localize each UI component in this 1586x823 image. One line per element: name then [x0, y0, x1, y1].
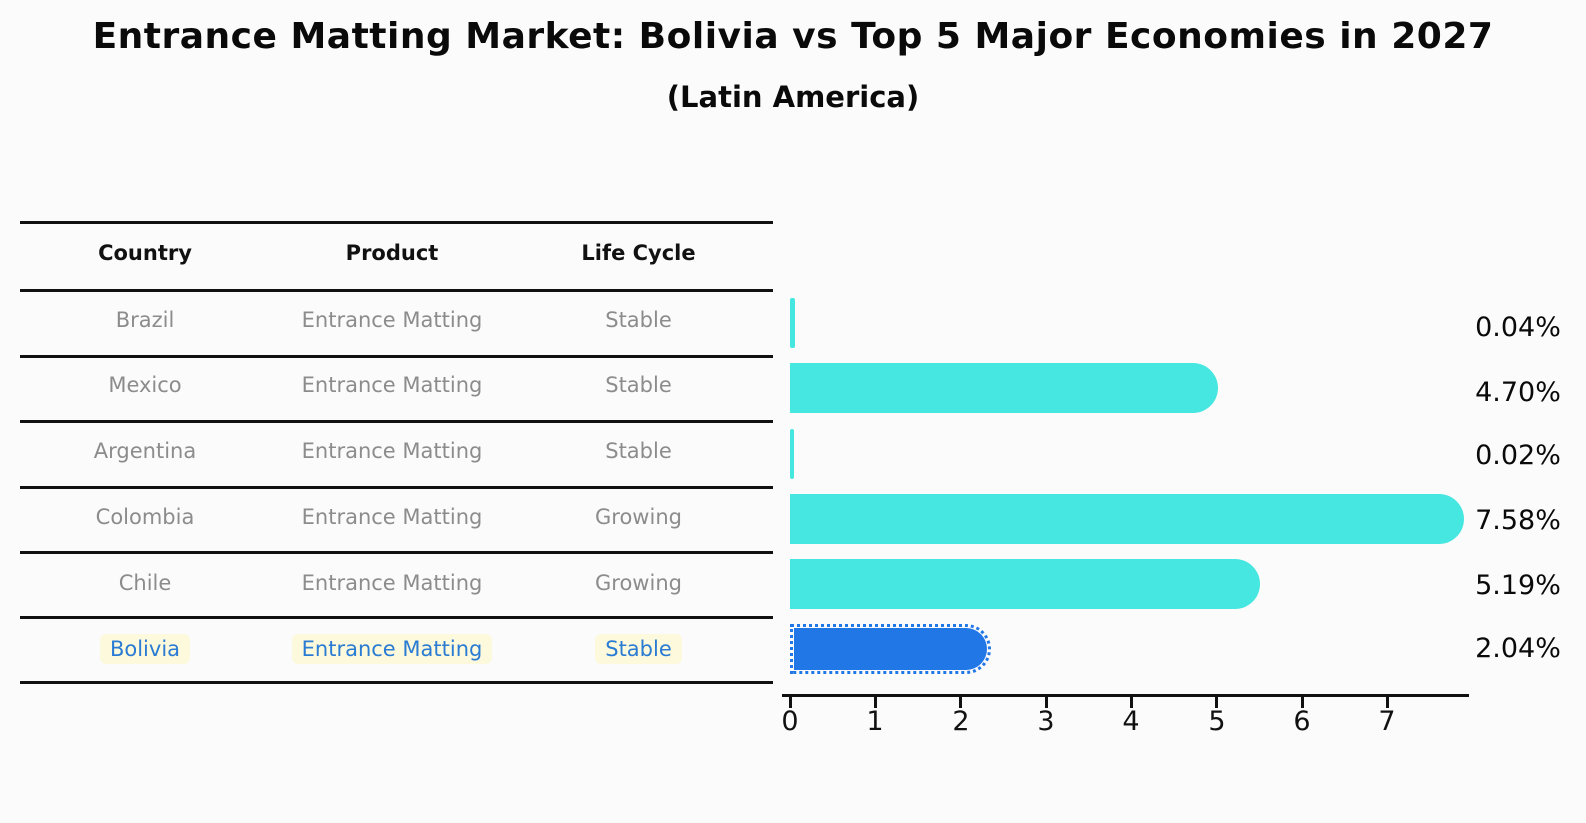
cell-life-cycle: Growing	[595, 571, 682, 595]
x-axis-line	[782, 694, 1469, 697]
x-axis-tick-label: 2	[952, 706, 970, 737]
cell-life-cycle: Stable	[605, 373, 672, 397]
value-label-colombia: 7.58%	[1475, 505, 1561, 536]
table-header-row: Country Product Life Cycle	[0, 238, 1586, 268]
x-axis-tick-label: 3	[1037, 706, 1055, 737]
table-row-border	[20, 616, 773, 619]
value-label-brazil: 0.04%	[1475, 312, 1561, 343]
x-axis-tick-label: 1	[866, 706, 884, 737]
cell-life-cycle: Growing	[595, 505, 682, 529]
x-axis-tick	[1301, 697, 1304, 708]
bar-brazil	[790, 298, 796, 348]
chart-title: Entrance Matting Market: Bolivia vs Top …	[92, 16, 1494, 57]
bar-bolivia	[790, 624, 992, 674]
x-axis-tick	[789, 697, 792, 708]
value-label-bolivia: 2.04%	[1475, 633, 1561, 664]
cell-country: Argentina	[93, 439, 197, 463]
table-row: Argentina Entrance Matting Stable	[0, 436, 1586, 466]
x-axis-tick	[1215, 697, 1218, 708]
cell-country: Chile	[118, 571, 172, 595]
highlighted-country-label: Bolivia	[99, 634, 191, 664]
bar-colombia	[790, 494, 1464, 544]
x-axis-tick-label: 5	[1208, 706, 1226, 737]
table-row-highlighted: Bolivia Entrance Matting Stable	[0, 634, 1586, 664]
bar-chile	[790, 559, 1260, 609]
x-axis-tick	[1386, 697, 1389, 708]
chart-subtitle: (Latin America)	[666, 80, 920, 114]
cell-country: Bolivia	[20, 634, 270, 664]
cell-country: Mexico	[108, 373, 182, 397]
cell-country: Brazil	[115, 308, 175, 332]
cell-country: Colombia	[95, 505, 195, 529]
table-row-border	[20, 486, 773, 489]
x-axis-tick-label: 6	[1293, 706, 1311, 737]
cell-product: Entrance Matting	[301, 308, 483, 332]
table-row: Brazil Entrance Matting Stable	[0, 305, 1586, 335]
table-row-border	[20, 420, 773, 423]
bar-mexico	[790, 363, 1219, 413]
value-label-mexico: 4.70%	[1475, 377, 1561, 408]
column-header-life-cycle: Life Cycle	[581, 241, 696, 265]
bar-argentina	[790, 429, 794, 479]
table-bottom-border	[20, 681, 773, 684]
column-header-product: Product	[345, 241, 439, 265]
value-label-chile: 5.19%	[1475, 570, 1561, 601]
table-row-border	[20, 551, 773, 554]
x-axis-tick	[1045, 697, 1048, 708]
cell-product: Entrance Matting	[301, 439, 483, 463]
cell-life-cycle: Stable	[605, 439, 672, 463]
cell-product: Entrance Matting	[301, 373, 483, 397]
x-axis-tick-label: 0	[781, 706, 799, 737]
x-axis-tick	[959, 697, 962, 708]
table-row: Mexico Entrance Matting Stable	[0, 370, 1586, 400]
value-label-argentina: 0.02%	[1475, 440, 1561, 471]
cell-life-cycle: Stable	[605, 308, 672, 332]
table-row-border	[20, 355, 773, 358]
x-axis-tick	[874, 697, 877, 708]
highlighted-life-cycle-label: Stable	[595, 634, 682, 664]
cell-product: Entrance Matting	[301, 505, 483, 529]
cell-product: Entrance Matting	[301, 571, 483, 595]
x-axis-tick-label: 4	[1122, 706, 1140, 737]
cell-life-cycle: Stable	[512, 634, 765, 664]
table-header-border	[20, 289, 773, 292]
x-axis-tick-label: 7	[1378, 706, 1396, 737]
table-row: Colombia Entrance Matting Growing	[0, 502, 1586, 532]
column-header-country: Country	[98, 241, 192, 265]
table-row: Chile Entrance Matting Growing	[0, 568, 1586, 598]
x-axis-tick	[1130, 697, 1133, 708]
cell-product: Entrance Matting	[267, 634, 517, 664]
highlighted-product-label: Entrance Matting	[291, 634, 493, 664]
table-top-border	[20, 221, 773, 224]
